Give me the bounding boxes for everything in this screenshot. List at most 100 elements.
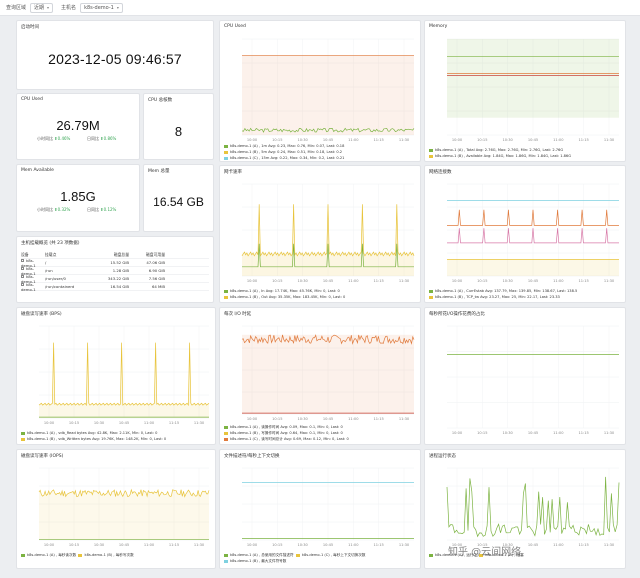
x-tick-label: 11:15	[373, 417, 383, 421]
table-row[interactable]: k8s-demo-1/run/containerd 16.54 GiB 64 MiB	[21, 282, 209, 292]
range-select[interactable]: 近期 ▾	[30, 2, 54, 13]
x-tick-label: 10:45	[323, 279, 333, 283]
x-tick-label: 11:15	[373, 543, 383, 547]
x-tick-label: 10:00	[44, 421, 55, 425]
legend-item[interactable]: k8s-demo-1 (B) , TCP_tw Avg: 23.27, Max:…	[429, 294, 623, 300]
memory-chart[interactable]: 10:00 10:15 10:30 10:45 11:00 11:15 11:30	[425, 33, 626, 145]
legend-item[interactable]: k8s-demo-1 (A) , 总使用的文件描述符 k8s-demo-1 (C…	[224, 552, 418, 558]
legend-text: k8s-demo-1 (B) , 写操作时间 Avg: 0.64, Max: 0…	[230, 430, 343, 435]
x-tick-label: 11:15	[169, 543, 179, 547]
legend-item[interactable]: k8s-demo-1 (A) , Total Avg: 2.76G, Max: …	[429, 147, 623, 153]
x-tick-label: 10:30	[502, 431, 513, 435]
checkbox[interactable]	[21, 275, 24, 278]
cell: 15.52 GiB	[110, 260, 129, 265]
header-cell[interactable]: 设备	[21, 251, 29, 257]
conn-chart-panel: 网络连接数 10:00 10:15 10:30 10:45 11:00 11:15 11:3…	[424, 165, 626, 303]
legend-text: k8s-demo-1 (B) , 每秒写次数	[84, 552, 134, 557]
legend-item[interactable]: k8s-demo-1 (B) , 写操作时间 Avg: 0.64, Max: 0…	[224, 430, 418, 436]
legend-text: k8s-demo-1 (B) , 阻塞	[485, 552, 524, 557]
legend-item[interactable]: k8s-demo-1 (B) , 最大文件符号数	[224, 558, 418, 564]
disk-util-chart-panel: 每秒所花I/O操作花费的占比 10:00 10:15 10:30 10:45 11:00…	[424, 307, 626, 445]
legend-swatch	[224, 553, 228, 557]
cpu-chart[interactable]: 10:00 10:15 10:30 10:45 11:00 11:15 11:30	[220, 33, 421, 145]
checkbox[interactable]	[21, 259, 24, 262]
header-cell[interactable]: 磁盘可用量	[146, 251, 165, 257]
boot-time-value: 2023-12-05 09:46:57	[48, 51, 182, 67]
arrow-up-icon: ⬆	[100, 207, 104, 212]
legend-item[interactable]: k8s-demo-1 (A) , 读操作时间 Avg: 0.09, Max: 0…	[224, 424, 418, 430]
legend-item[interactable]: k8s-demo-1 (A) , 1m Avg: 0.23, Max: 0.76…	[224, 143, 418, 149]
legend-item[interactable]: k8s-demo-1 (A) , 运行中 k8s-demo-1 (B) , 阻塞	[429, 552, 623, 558]
legend-item[interactable]: k8s-demo-1 (C) , 15m Avg: 0.22, Max: 0.3…	[224, 155, 418, 161]
arrow-up-icon: ⬆	[100, 136, 104, 141]
io-total-line	[241, 334, 415, 345]
x-tick-label: 11:30	[604, 279, 615, 283]
table-row[interactable]: k8s-demo-1/run 1.28 GiB 6.90 GiB	[21, 266, 209, 276]
legend-item[interactable]: k8s-demo-1 (A) , 每秒读次数 k8s-demo-1 (B) , …	[21, 552, 213, 558]
net-out-line	[241, 204, 415, 257]
disk-table-title: 主机挂载概览 (共 23 项数据)	[21, 241, 80, 246]
legend-item[interactable]: k8s-demo-1 (A) , CurrEstab Avg: 137.79, …	[429, 288, 623, 294]
chart-legend: k8s-demo-1 (A) , 读操作时间 Avg: 0.09, Max: 0…	[224, 424, 418, 442]
disk-io-chart[interactable]: 10:00 10:15 10:30 10:45 11:00 11:15 11:30	[220, 320, 421, 424]
disk-iops-chart[interactable]: 10:00 10:15 10:30 10:45 11:00 11:15 11:30	[17, 462, 216, 550]
x-tick-label: 11:00	[553, 543, 564, 547]
checkbox[interactable]	[21, 267, 24, 270]
cell: /run/containerd	[45, 284, 75, 289]
disk-bps-chart[interactable]: 10:00 10:15 10:30 10:45 11:00 11:15 11:30	[17, 320, 216, 428]
legend-item[interactable]: k8s-demo-1 (B) , 5m Avg: 0.24, Max: 0.51…	[224, 149, 418, 155]
x-tick-label: 10:15	[477, 279, 487, 283]
legend-swatch	[479, 553, 484, 557]
mem-yoy-label: 日同比	[87, 207, 99, 212]
chart-title: 进程运行状态	[429, 454, 456, 459]
legend-text: k8s-demo-1 (A) , CurrEstab Avg: 137.79, …	[435, 289, 578, 293]
cpu-used-value: 26.79M	[56, 118, 100, 133]
x-tick-label: 11:00	[144, 543, 155, 547]
x-tick-label: 10:30	[297, 417, 308, 421]
checkbox[interactable]	[21, 283, 24, 286]
legend-text: k8s-demo-1 (B) , 5m Avg: 0.24, Max: 0.51…	[230, 150, 343, 154]
disk-util-chart[interactable]: 10:00 10:15 10:30 10:45 11:00 11:15 11:30	[425, 320, 626, 438]
header-cell[interactable]: 磁盘总量	[113, 251, 129, 257]
x-tick-label: 10:30	[297, 279, 308, 283]
legend-text: k8s-demo-1 (A) , 1m Avg: 0.23, Max: 0.76…	[230, 144, 345, 148]
mem-total-title: Mem 总量	[148, 169, 170, 174]
x-tick-label: 11:15	[578, 431, 588, 435]
x-tick-label: 11:00	[348, 417, 359, 421]
legend-item[interactable]: k8s-demo-1 (A) , vdb_Read bytes Avg: 42.…	[21, 430, 213, 436]
legend-item[interactable]: k8s-demo-1 (B) , Out Avg: 35.35K, Max: 1…	[224, 294, 418, 300]
chart-legend: k8s-demo-1 (A) , Total Avg: 2.76G, Max: …	[429, 147, 623, 159]
legend-item[interactable]: k8s-demo-1 (A) , In Avg: 17.74K, Max: 45…	[224, 288, 418, 294]
proc-chart[interactable]: 10:00 10:15 10:30 10:45 11:00 11:15 11:30	[425, 462, 626, 550]
legend-text: k8s-demo-1 (B) , TCP_tw Avg: 23.27, Max:…	[435, 295, 560, 299]
net-chart[interactable]: 10:00 10:15 10:30 10:45 11:00 11:15 11:30	[220, 178, 421, 286]
disk-iops-chart-panel: 磁盘读写速率 (IOPS) 10:00 10:15 10:30 10:45 11:00 1…	[16, 449, 216, 569]
cpu-chart-panel: CPU Used 10:00 10:15 10:30 10:45 11:00 11:15 1…	[219, 20, 421, 162]
legend-item[interactable]: k8s-demo-1 (B) , Available Avg: 1.84G, M…	[429, 153, 623, 159]
cell: 47.06 GiB	[146, 260, 165, 265]
fd-chart[interactable]: 10:00 10:15 10:30 10:45 11:00 11:15 11:30	[220, 462, 421, 550]
legend-text: k8s-demo-1 (A) , 读操作时间 Avg: 0.09, Max: 0…	[230, 424, 343, 429]
legend-item[interactable]: k8s-demo-1 (B) , vdb_Written bytes Avg: …	[21, 436, 213, 442]
legend-swatch	[21, 553, 25, 557]
chart-title: 每秒所花I/O操作花费的占比	[429, 312, 485, 317]
chart-title: 网络连接数	[429, 170, 452, 175]
table-row[interactable]: k8s-demo-1/run/user/0 343.22 GiB 7.56 GiB	[21, 273, 209, 284]
cell: /run	[45, 268, 53, 273]
host-select[interactable]: k8s-demo-1 ▾	[80, 2, 123, 13]
x-tick-label: 10:00	[44, 543, 55, 547]
legend-item[interactable]: k8s-demo-1 (C) , 读写时间总计 Avg: 0.69, Max: …	[224, 436, 418, 442]
conn-chart[interactable]: 10:00 10:15 10:30 10:45 11:00 11:15 11:30	[425, 178, 626, 286]
cpu-series-line	[241, 127, 415, 133]
top-bar: 查询区域 近期 ▾ 主机名 k8s-demo-1 ▾	[0, 0, 640, 16]
table-row[interactable]: k8s-demo-1 / 15.52 GiB 47.06 GiB	[21, 258, 209, 268]
legend-text: k8s-demo-1 (C) , 15m Avg: 0.22, Max: 0.3…	[230, 156, 345, 160]
cell: k8s-demo-1	[21, 273, 36, 284]
header-cell[interactable]: 挂载点	[45, 251, 57, 257]
net-chart-panel: 网卡速率 10:00 10:15 10:30 10:45 11:00 11:15 11:30…	[219, 165, 421, 303]
x-tick-label: 10:15	[477, 543, 487, 547]
mem-mom-value: 0.32%	[57, 207, 71, 212]
mem-avail-title: Mem Available	[21, 168, 54, 173]
mem-mom: 小时同比 ⬆0.32%	[37, 207, 70, 213]
legend-swatch	[78, 553, 83, 557]
